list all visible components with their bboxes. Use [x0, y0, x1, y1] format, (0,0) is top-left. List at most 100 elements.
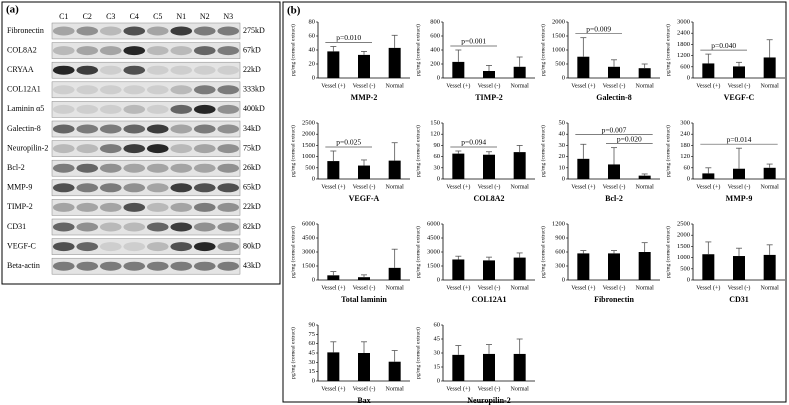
bar [763, 254, 776, 280]
y-axis-label: pg/mg (corneal extract) [289, 226, 296, 278]
x-tick-label: Normal [511, 184, 530, 190]
blot-band [217, 202, 240, 212]
y-tick-label: 600 [430, 32, 440, 39]
bar [483, 353, 495, 381]
blot-band [52, 163, 75, 173]
blot-band [193, 183, 216, 193]
y-axis-label: pg/mg (corneal extract) [414, 327, 421, 379]
y-tick-label: 300 [555, 262, 565, 269]
x-tick-label: Vessel (+) [446, 284, 470, 291]
y-tick-label: 20 [559, 153, 566, 160]
y-tick-label: 90 [434, 142, 441, 149]
x-tick-label: Vessel (+) [571, 183, 595, 190]
y-axis-label: pg/mg (corneal extract) [539, 125, 546, 177]
x-tick-label: Vessel (-) [353, 183, 376, 190]
blot-band [123, 202, 146, 212]
p-value: p=0.014 [727, 135, 752, 144]
protein-label: Bcl-2 [7, 163, 25, 172]
blot-band [52, 202, 75, 212]
lane-label: N1 [176, 12, 186, 21]
y-tick-label: 800 [430, 18, 440, 25]
chart-title: COL12A1 [471, 295, 506, 304]
y-tick-label: 1800 [677, 41, 690, 48]
blot-band [123, 144, 146, 154]
chart-title: CD31 [729, 295, 749, 304]
y-tick-label: 120 [430, 131, 440, 138]
size-label: 275kD [243, 26, 265, 35]
blot-band [146, 242, 169, 252]
blot-band [146, 202, 169, 212]
x-tick-label: Vessel (+) [321, 385, 345, 392]
bar [763, 57, 776, 78]
blot-band [146, 65, 169, 75]
y-tick-label: 60 [684, 164, 691, 171]
blot-band [123, 65, 146, 75]
bar [577, 56, 590, 78]
blot-band [123, 183, 146, 193]
p-value: p=0.094 [461, 138, 486, 147]
blot-band [52, 183, 75, 193]
y-tick-label: 500 [555, 60, 565, 67]
protein-label: Fibronectin [7, 26, 44, 35]
p-value: p=0.010 [336, 33, 361, 42]
size-label: 43kD [243, 261, 261, 270]
blot-band [99, 85, 122, 95]
x-tick-label: Vessel (-) [603, 183, 626, 190]
size-label: 34kD [243, 124, 261, 133]
y-tick-label: 1000 [677, 254, 690, 261]
x-tick-label: Vessel (-) [728, 183, 751, 190]
blot-band [99, 144, 122, 154]
blot-band [52, 46, 75, 56]
blot-band [170, 144, 193, 154]
blot-band [76, 222, 99, 232]
y-tick-label: 0 [437, 276, 440, 283]
chart-title: COL8A2 [473, 194, 504, 203]
blot-strip [51, 159, 241, 177]
y-axis-label: pg/mg (corneal extract) [539, 226, 546, 278]
x-tick-label: Vessel (-) [603, 82, 626, 89]
chart-title: MMP-9 [726, 194, 753, 203]
y-axis-label: pg/mg (corneal extract) [414, 226, 421, 278]
blot-band [217, 85, 240, 95]
bar [388, 267, 401, 280]
blot-band [217, 144, 240, 154]
blot-band [193, 65, 216, 75]
p-value: p=0.040 [711, 41, 736, 50]
blot-band [123, 261, 146, 271]
blot-strip [51, 140, 241, 157]
blot-band [76, 202, 99, 212]
blot-band [193, 85, 216, 95]
y-tick-label: 2500 [302, 119, 315, 126]
y-tick-label: 1000 [302, 153, 315, 160]
chart-title: Total laminin [341, 295, 387, 304]
blot-band [99, 222, 122, 232]
chart-title: Bcl-2 [605, 194, 623, 203]
y-tick-label: 10 [559, 164, 566, 171]
blot-band [52, 144, 75, 154]
blot-band [217, 242, 240, 252]
x-tick-label: Vessel (+) [446, 82, 470, 89]
y-tick-label: 60 [434, 153, 441, 160]
x-tick-label: Normal [386, 184, 405, 190]
blot-band [217, 46, 240, 56]
chart-title: Galectin-8 [596, 93, 632, 102]
blot-band [217, 183, 240, 193]
size-label: 22kD [243, 65, 261, 74]
y-tick-label: 120 [680, 153, 690, 160]
y-tick-label: 0 [312, 175, 315, 182]
protein-label: Galectin-8 [7, 124, 41, 133]
x-tick-label: Vessel (+) [321, 183, 345, 190]
blot-strip [51, 22, 241, 40]
x-tick-label: Vessel (+) [696, 284, 720, 291]
y-tick-label: 30 [434, 349, 441, 356]
x-tick-label: Normal [386, 83, 405, 89]
bar [327, 275, 340, 280]
y-tick-label: 1500 [302, 262, 315, 269]
protein-label: CRYAA [7, 65, 34, 74]
y-tick-label: 2000 [552, 18, 565, 25]
blot-band [170, 65, 193, 75]
blot-strip [51, 61, 241, 79]
x-tick-label: Vessel (+) [571, 284, 595, 291]
x-tick-label: Vessel (-) [353, 284, 376, 291]
